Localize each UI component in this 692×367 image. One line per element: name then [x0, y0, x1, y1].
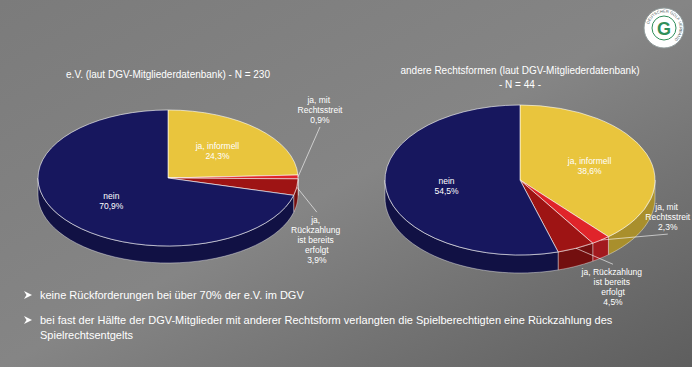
pie-marks: [385, 105, 655, 273]
label-line: nein: [103, 191, 119, 201]
leader-line: [297, 187, 317, 212]
slice-value-label: 4,5%: [603, 297, 623, 307]
bullet-arrow: [24, 291, 32, 299]
label-line: ist bereits: [594, 277, 633, 287]
data-labels: ja, informell24,3% ja, mit Rechtsstreit0,…: [99, 95, 343, 265]
slice-category-label: ja, informell: [195, 141, 240, 151]
pie-chart: andere Rechtsformen (laut DGV-Mitglieder…: [385, 65, 691, 307]
slice-category-label: ja, mit Rechtsstreit: [645, 202, 691, 222]
label-line: ja, mit: [306, 95, 332, 105]
label-line: erfolgt: [305, 245, 329, 255]
leader-line: [576, 248, 613, 264]
label-line: keine Rückforderungen bei über 70% der e…: [40, 289, 304, 301]
label-line: bei fast der Hälfte der DGV-Mitglieder m…: [40, 314, 615, 326]
slice-value-label: 38,6%: [578, 166, 603, 176]
label-line: Rückzahlung: [291, 225, 343, 235]
slice-value-label: 3,9%: [307, 255, 327, 265]
chart-title: e.V. (laut DGV-Mitgliederdatenbank) - N …: [66, 69, 270, 80]
slice-value-label: 24,3%: [205, 151, 230, 161]
logo-inner-circle: [652, 16, 676, 40]
slice-category-label: nein: [438, 176, 454, 186]
pie-marks: [38, 110, 298, 263]
chart-title: andere Rechtsformen (laut DGV-Mitglieder…: [400, 65, 639, 76]
label-line: Spielrechtsentgelts: [40, 329, 133, 341]
label-line: Rechtsstreit: [645, 212, 691, 222]
slice-category-label: ja, mit Rechtsstreit: [298, 95, 344, 115]
pie-slice: [168, 110, 298, 178]
label-line: ja, mit: [654, 202, 680, 212]
logo-ring-text: DEUTSCHER GOLF VERBAND: [645, 8, 683, 42]
label-line: ja, informell: [567, 156, 612, 166]
slice-value-label: 54,5%: [434, 186, 459, 196]
slide: e.V. (laut DGV-Mitgliederdatenbank) - N …: [0, 0, 692, 367]
label-line: erfolgt: [601, 287, 625, 297]
pie-top: [385, 105, 655, 255]
logo-letter: G: [657, 19, 671, 39]
slice-category-label: ja, Rückzahlung ist bereits erfolgt: [291, 215, 343, 255]
bullet-text: bei fast der Hälfte der DGV-Mitglieder m…: [40, 314, 615, 341]
background: [0, 0, 692, 367]
slice-value-label: 70,9%: [99, 201, 124, 211]
pie-slice: [38, 110, 294, 246]
pie-top: [38, 110, 298, 246]
label-line: nein: [438, 176, 454, 186]
leader-line: [298, 127, 320, 177]
leader-line: [601, 234, 668, 240]
logo: DEUTSCHER GOLF VERBANDG: [644, 8, 684, 48]
label-line: Rechtsstreit: [298, 105, 344, 115]
label-line: ja,: [310, 215, 322, 225]
label-line: ist bereits: [297, 235, 336, 245]
slice-value-label: 2,3%: [658, 222, 678, 232]
data-labels: ja, informell38,6% ja, mit Rechtsstreit2,…: [434, 156, 690, 308]
bullet-arrow: [24, 316, 32, 324]
label-line: ja, informell: [195, 141, 240, 151]
pie-slice: [385, 105, 558, 255]
bullet-text: keine Rückforderungen bei über 70% der e…: [40, 289, 304, 301]
chart-subtitle: - N = 44 -: [499, 79, 541, 90]
logo-circle: [644, 8, 684, 48]
label-line: ja, Rückzahlung: [581, 267, 645, 277]
slice-category-label: nein: [103, 191, 119, 201]
bullets: keine Rückforderungen bei über 70% der e…: [24, 289, 615, 341]
slice-category-label: ja, Rückzahlung ist bereits erfolgt: [581, 267, 645, 297]
slice-value-label: 0,9%: [310, 115, 330, 125]
slice-category-label: ja, informell: [567, 156, 612, 166]
pie-chart: e.V. (laut DGV-Mitgliederdatenbank) - N …: [38, 69, 343, 265]
